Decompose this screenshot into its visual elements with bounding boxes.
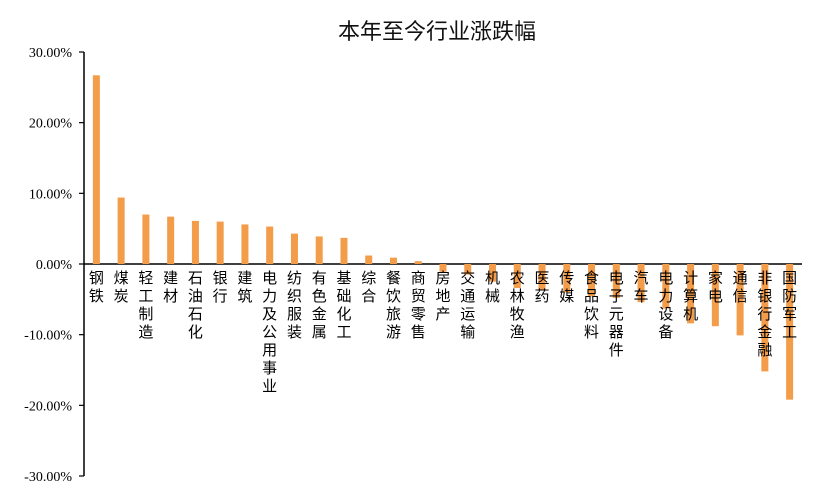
bar [464,264,472,275]
chart-title: 本年至今行业涨跌幅 [338,20,536,45]
y-tick-label: 30.00% [29,46,73,61]
category-label: 电力及公用事业 [262,269,277,395]
category-labels: 钢铁煤炭轻工制造建材石油石化银行建筑电力及公用事业纺织服装有色金属基础化工综合餐… [89,269,797,395]
bar [637,264,645,303]
y-tick-label: -10.00% [24,329,72,344]
bar [191,220,199,264]
category-label: 房地产 [435,269,450,323]
category-label: 轻工制造 [138,269,153,341]
y-tick-label: -30.00% [24,470,72,485]
bar [92,75,100,264]
category-label: 非银行金融 [757,269,772,359]
y-tick-label: -20.00% [24,399,72,414]
category-label: 综合 [361,269,376,305]
category-label: 家电 [708,269,723,305]
bar [489,264,497,282]
bar [241,224,249,264]
category-label: 建筑 [237,269,252,305]
bar [340,237,348,264]
category-label: 交通运输 [460,269,475,341]
bar [711,264,719,327]
category-label: 有色金属 [312,269,327,341]
bar [266,226,274,264]
category-label: 汽车 [634,269,649,305]
category-label: 电子元器件 [609,269,624,359]
bar [736,264,744,336]
category-label: 商贸零售 [411,269,426,341]
bar [117,197,125,264]
bar [687,264,695,324]
bar [588,264,596,297]
bar [662,264,670,309]
category-label: 煤炭 [114,269,129,305]
bar [538,264,546,290]
category-label: 医药 [535,269,550,305]
category-label: 银行 [213,269,228,305]
bars [92,75,794,400]
bar [216,221,224,264]
category-label: 食品饮料 [584,269,599,341]
category-label: 电力设备 [658,269,673,341]
category-label: 餐饮旅游 [386,269,401,341]
bar [761,264,769,372]
category-label: 通信 [733,269,748,305]
bar [439,264,447,272]
y-tick-label: 10.00% [29,187,73,202]
bar [786,264,794,400]
bar [513,264,521,289]
category-label: 石油石化 [188,269,203,341]
category-label: 纺织服装 [287,269,302,341]
bar [365,255,373,264]
bar [167,216,175,264]
category-label: 计算机 [683,269,698,323]
category-label: 基础化工 [336,269,351,341]
bar [142,214,150,264]
bar [414,261,422,264]
y-axis: 30.00% 20.00% 10.00% 0.00% -10.00% -20.00% -30… [24,46,802,485]
y-tick-label: 20.00% [29,117,73,132]
bar [389,257,397,264]
bar [315,236,323,264]
bar [563,264,571,293]
category-label: 国防军工 [782,269,797,341]
bar [290,233,298,264]
category-label: 钢铁 [89,269,104,305]
bar [612,264,620,298]
category-label: 农林牧渔 [510,269,525,341]
category-label: 建材 [163,269,178,305]
category-label: 机械 [485,269,500,305]
y-tick-label: 0.00% [36,258,73,273]
category-label: 传媒 [559,269,574,305]
